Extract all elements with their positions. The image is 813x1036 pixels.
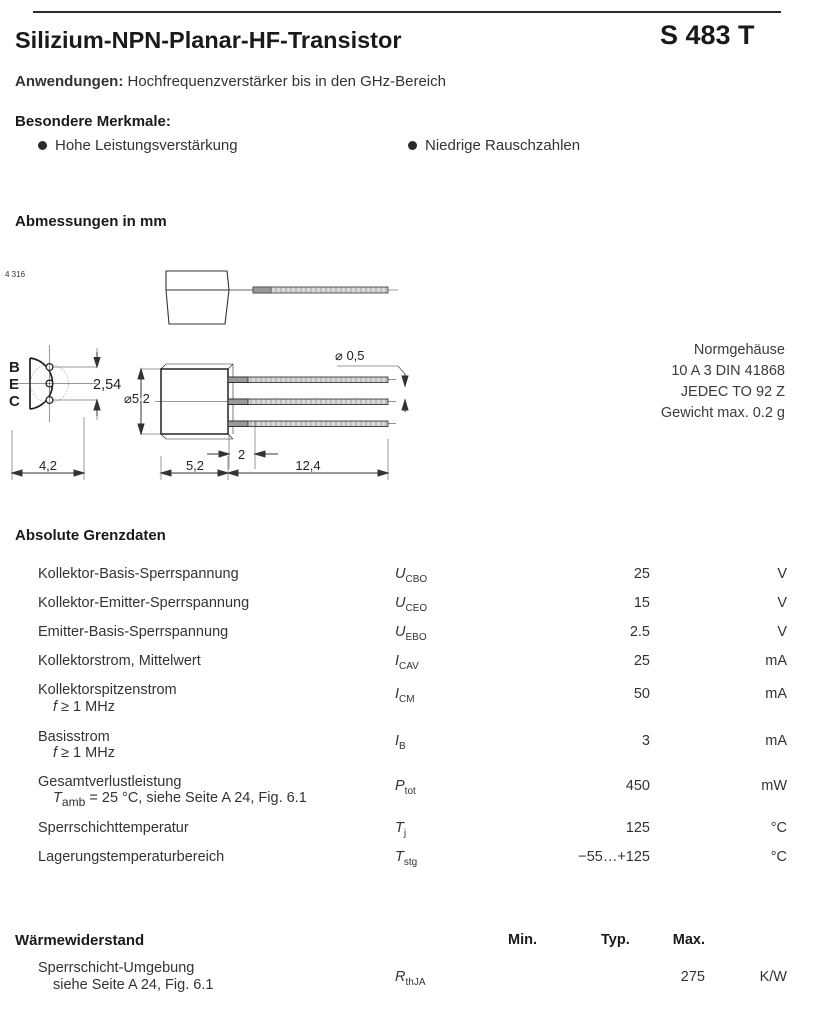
svg-text:4 316: 4 316 [5, 270, 26, 279]
svg-text:5,2: 5,2 [186, 458, 204, 473]
svg-text:2,54: 2,54 [93, 377, 121, 393]
svg-text:⌀5,2: ⌀5,2 [124, 391, 150, 406]
svg-text:12,4: 12,4 [295, 458, 320, 473]
svg-text:C: C [9, 393, 20, 410]
svg-text:B: B [9, 359, 20, 376]
svg-text:4,2: 4,2 [39, 458, 57, 473]
svg-text:2: 2 [238, 447, 245, 462]
svg-text:⌀ 0,5: ⌀ 0,5 [335, 348, 365, 363]
svg-text:E: E [9, 376, 19, 393]
